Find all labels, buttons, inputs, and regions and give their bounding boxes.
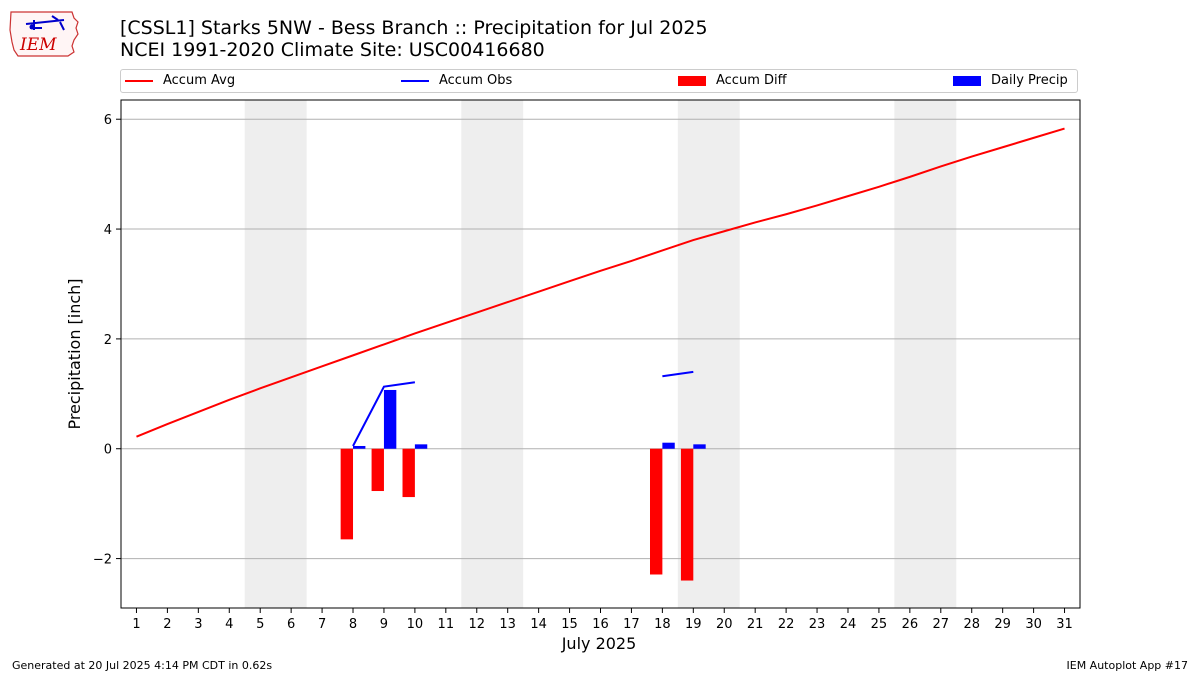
y-axis-label: Precipitation [inch] [65, 278, 84, 429]
x-tick-label: 31 [1056, 617, 1073, 632]
x-tick-label: 10 [407, 617, 424, 632]
accum-diff-bar [371, 448, 384, 492]
x-axis-label: July 2025 [561, 634, 637, 653]
weekend-band [894, 100, 957, 608]
legend-item-daily-precip: Daily Precip [953, 73, 1068, 88]
gridlines [121, 118, 1080, 560]
accum-avg-line [136, 127, 1065, 438]
x-tick-label: 18 [654, 617, 671, 632]
x-tick-label: 9 [380, 617, 388, 632]
x-tick-label: 23 [809, 617, 826, 632]
daily-precip-bar [662, 442, 675, 449]
x-tick-label: 24 [840, 617, 857, 632]
logo-text: IEM [19, 35, 57, 55]
y-tick-label: 6 [104, 113, 112, 128]
weather-station-icon [25, 15, 65, 31]
daily-precip-bar [383, 389, 397, 449]
x-tick-label: 2 [163, 617, 171, 632]
legend-swatch-accum-diff [678, 75, 706, 86]
legend-swatch-accum-avg [125, 79, 153, 82]
iem-logo: IEM [9, 11, 79, 57]
weekend-band [461, 100, 524, 608]
x-tick-label: 15 [561, 617, 578, 632]
x-tick-label: 27 [933, 617, 950, 632]
x-tick-label: 4 [225, 617, 233, 632]
accum-obs-line [662, 370, 694, 378]
x-tick-label: 5 [256, 617, 264, 632]
x-tick-label: 16 [592, 617, 609, 632]
daily-precip-bar [693, 444, 706, 449]
y-tick-label: 4 [104, 223, 112, 238]
x-axis-ticks: 1 2 3 4 5 6 7 8 9 10 11 12 13 14 15 16 17 18 19 20 21 22 23 24 2… [132, 608, 1073, 632]
x-tick-label: 26 [902, 617, 919, 632]
x-tick-label: 17 [623, 617, 640, 632]
legend-item-accum-diff: Accum Diff [678, 73, 787, 88]
chart-subtitle: NCEI 1991-2020 Climate Site: USC00416680 [120, 39, 545, 61]
daily-precip-bar [414, 444, 428, 449]
x-tick-label: 1 [132, 617, 140, 632]
accum-diff-bar [680, 448, 694, 581]
legend-swatch-daily-precip [953, 75, 981, 86]
x-tick-label: 25 [871, 617, 888, 632]
legend-label-accum-obs: Accum Obs [439, 73, 513, 88]
x-tick-label: 28 [963, 617, 980, 632]
legend-label-accum-avg: Accum Avg [163, 73, 236, 88]
x-tick-label: 29 [994, 617, 1011, 632]
x-tick-label: 21 [747, 617, 764, 632]
x-tick-label: 19 [685, 617, 702, 632]
legend-item-accum-avg: Accum Avg [125, 73, 235, 88]
x-tick-label: 7 [318, 617, 326, 632]
legend-label-daily-precip: Daily Precip [991, 73, 1068, 88]
accum-diff-bar [340, 448, 354, 540]
weekend-band [244, 100, 307, 608]
x-tick-label: 12 [468, 617, 485, 632]
chart-legend: Accum Avg Accum Obs Accum Diff Daily Pre… [120, 69, 1078, 93]
x-tick-label: 20 [716, 617, 733, 632]
y-tick-label: 0 [104, 443, 112, 458]
legend-label-accum-diff: Accum Diff [716, 73, 787, 88]
accum-diff-bar [402, 448, 415, 498]
x-tick-label: 11 [438, 617, 455, 632]
x-tick-label: 6 [287, 617, 295, 632]
y-axis-ticks: −2 0 2 4 6 [93, 113, 121, 568]
accum-obs-line [352, 381, 416, 447]
x-tick-label: 14 [530, 617, 547, 632]
chart-title: [CSSL1] Starks 5NW - Bess Branch :: Prec… [120, 17, 708, 39]
legend-swatch-accum-obs [401, 79, 429, 82]
app-credit: IEM Autoplot App #17 [1066, 659, 1189, 672]
x-tick-label: 22 [778, 617, 795, 632]
x-tick-label: 3 [194, 617, 202, 632]
generated-timestamp: Generated at 20 Jul 2025 4:14 PM CDT in … [12, 659, 273, 672]
daily-precip-bar [353, 445, 366, 449]
accum-diff-bar [649, 448, 663, 575]
series-lines [136, 127, 1065, 447]
bars [340, 389, 706, 581]
x-tick-label: 8 [349, 617, 357, 632]
y-tick-label: −2 [93, 553, 112, 568]
x-tick-label: 13 [499, 617, 516, 632]
legend-item-accum-obs: Accum Obs [401, 73, 512, 88]
y-tick-label: 2 [104, 333, 112, 348]
x-tick-label: 30 [1025, 617, 1042, 632]
